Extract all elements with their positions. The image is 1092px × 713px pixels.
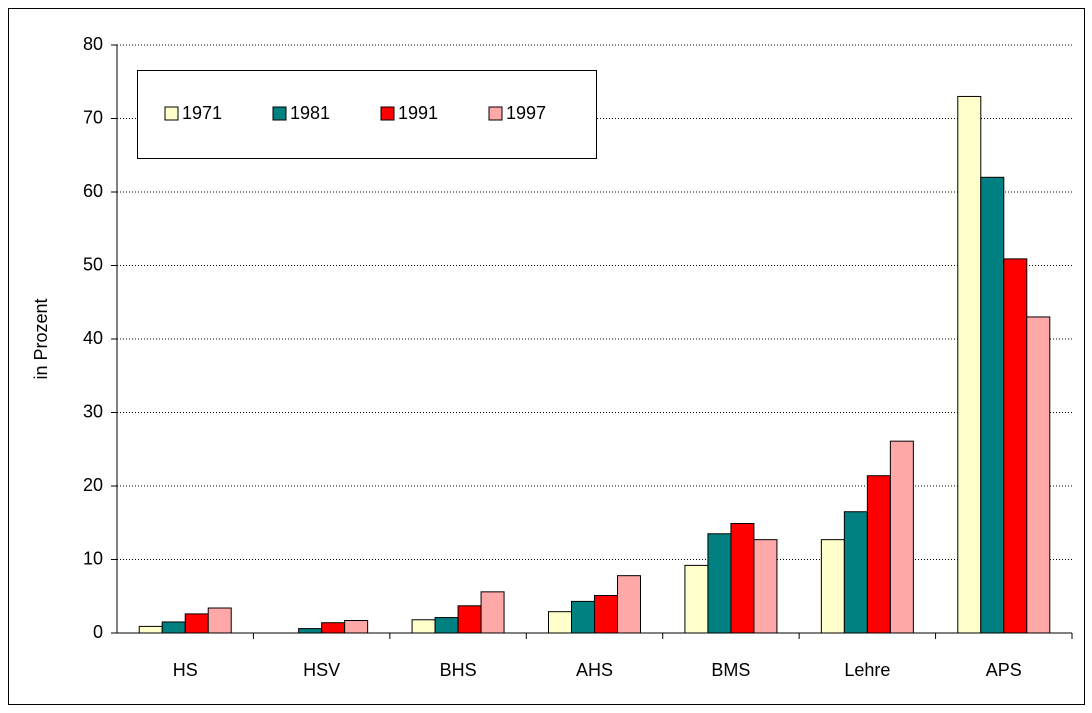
y-tick-label: 50 <box>83 254 103 274</box>
bar <box>843 511 868 634</box>
bar <box>298 628 323 634</box>
y-tick-label: 40 <box>83 328 103 348</box>
bar <box>820 539 845 634</box>
bar <box>480 591 505 634</box>
legend-swatch <box>164 106 179 121</box>
x-tick-label: HSV <box>303 660 340 680</box>
legend-label: 1991 <box>398 103 438 123</box>
bar <box>434 617 459 634</box>
y-tick-label: 20 <box>83 475 103 495</box>
bar <box>889 440 914 634</box>
bar <box>957 95 982 634</box>
bar <box>571 600 595 634</box>
bar <box>866 475 891 634</box>
bar <box>457 605 482 634</box>
bar <box>617 575 641 634</box>
bar <box>161 621 186 634</box>
y-tick-label: 10 <box>83 548 103 568</box>
x-tick-label: BHS <box>440 660 477 680</box>
legend-label: 1971 <box>182 103 222 123</box>
bar <box>344 620 369 634</box>
x-tick-label: Lehre <box>844 660 890 680</box>
legend-label: 1997 <box>506 103 546 123</box>
bar <box>184 613 209 634</box>
bar <box>411 619 436 634</box>
y-axis-label: in Prozent <box>31 298 51 379</box>
y-tick-label: 0 <box>93 622 103 642</box>
y-tick-label: 70 <box>83 107 103 127</box>
legend-label: 1981 <box>290 103 330 123</box>
x-tick-label: BMS <box>711 660 750 680</box>
bar <box>321 622 346 634</box>
bar <box>753 539 778 634</box>
legend-swatch <box>488 106 503 121</box>
bar <box>980 176 1005 634</box>
bar <box>138 625 163 634</box>
y-tick-label: 30 <box>83 401 103 421</box>
y-tick-label: 60 <box>83 181 103 201</box>
bar <box>1003 258 1028 634</box>
legend-swatch <box>272 106 287 121</box>
bar <box>1026 316 1051 634</box>
x-tick-label: AHS <box>576 660 613 680</box>
bar <box>730 522 755 634</box>
x-tick-label: APS <box>986 660 1022 680</box>
bar <box>684 564 709 634</box>
bar <box>594 595 618 634</box>
legend-box <box>137 70 597 159</box>
x-tick-label: HS <box>173 660 198 680</box>
y-tick-label: 80 <box>83 34 103 54</box>
legend-swatch <box>380 106 395 121</box>
bar <box>207 607 232 634</box>
bar <box>548 611 572 634</box>
bar <box>707 533 732 634</box>
